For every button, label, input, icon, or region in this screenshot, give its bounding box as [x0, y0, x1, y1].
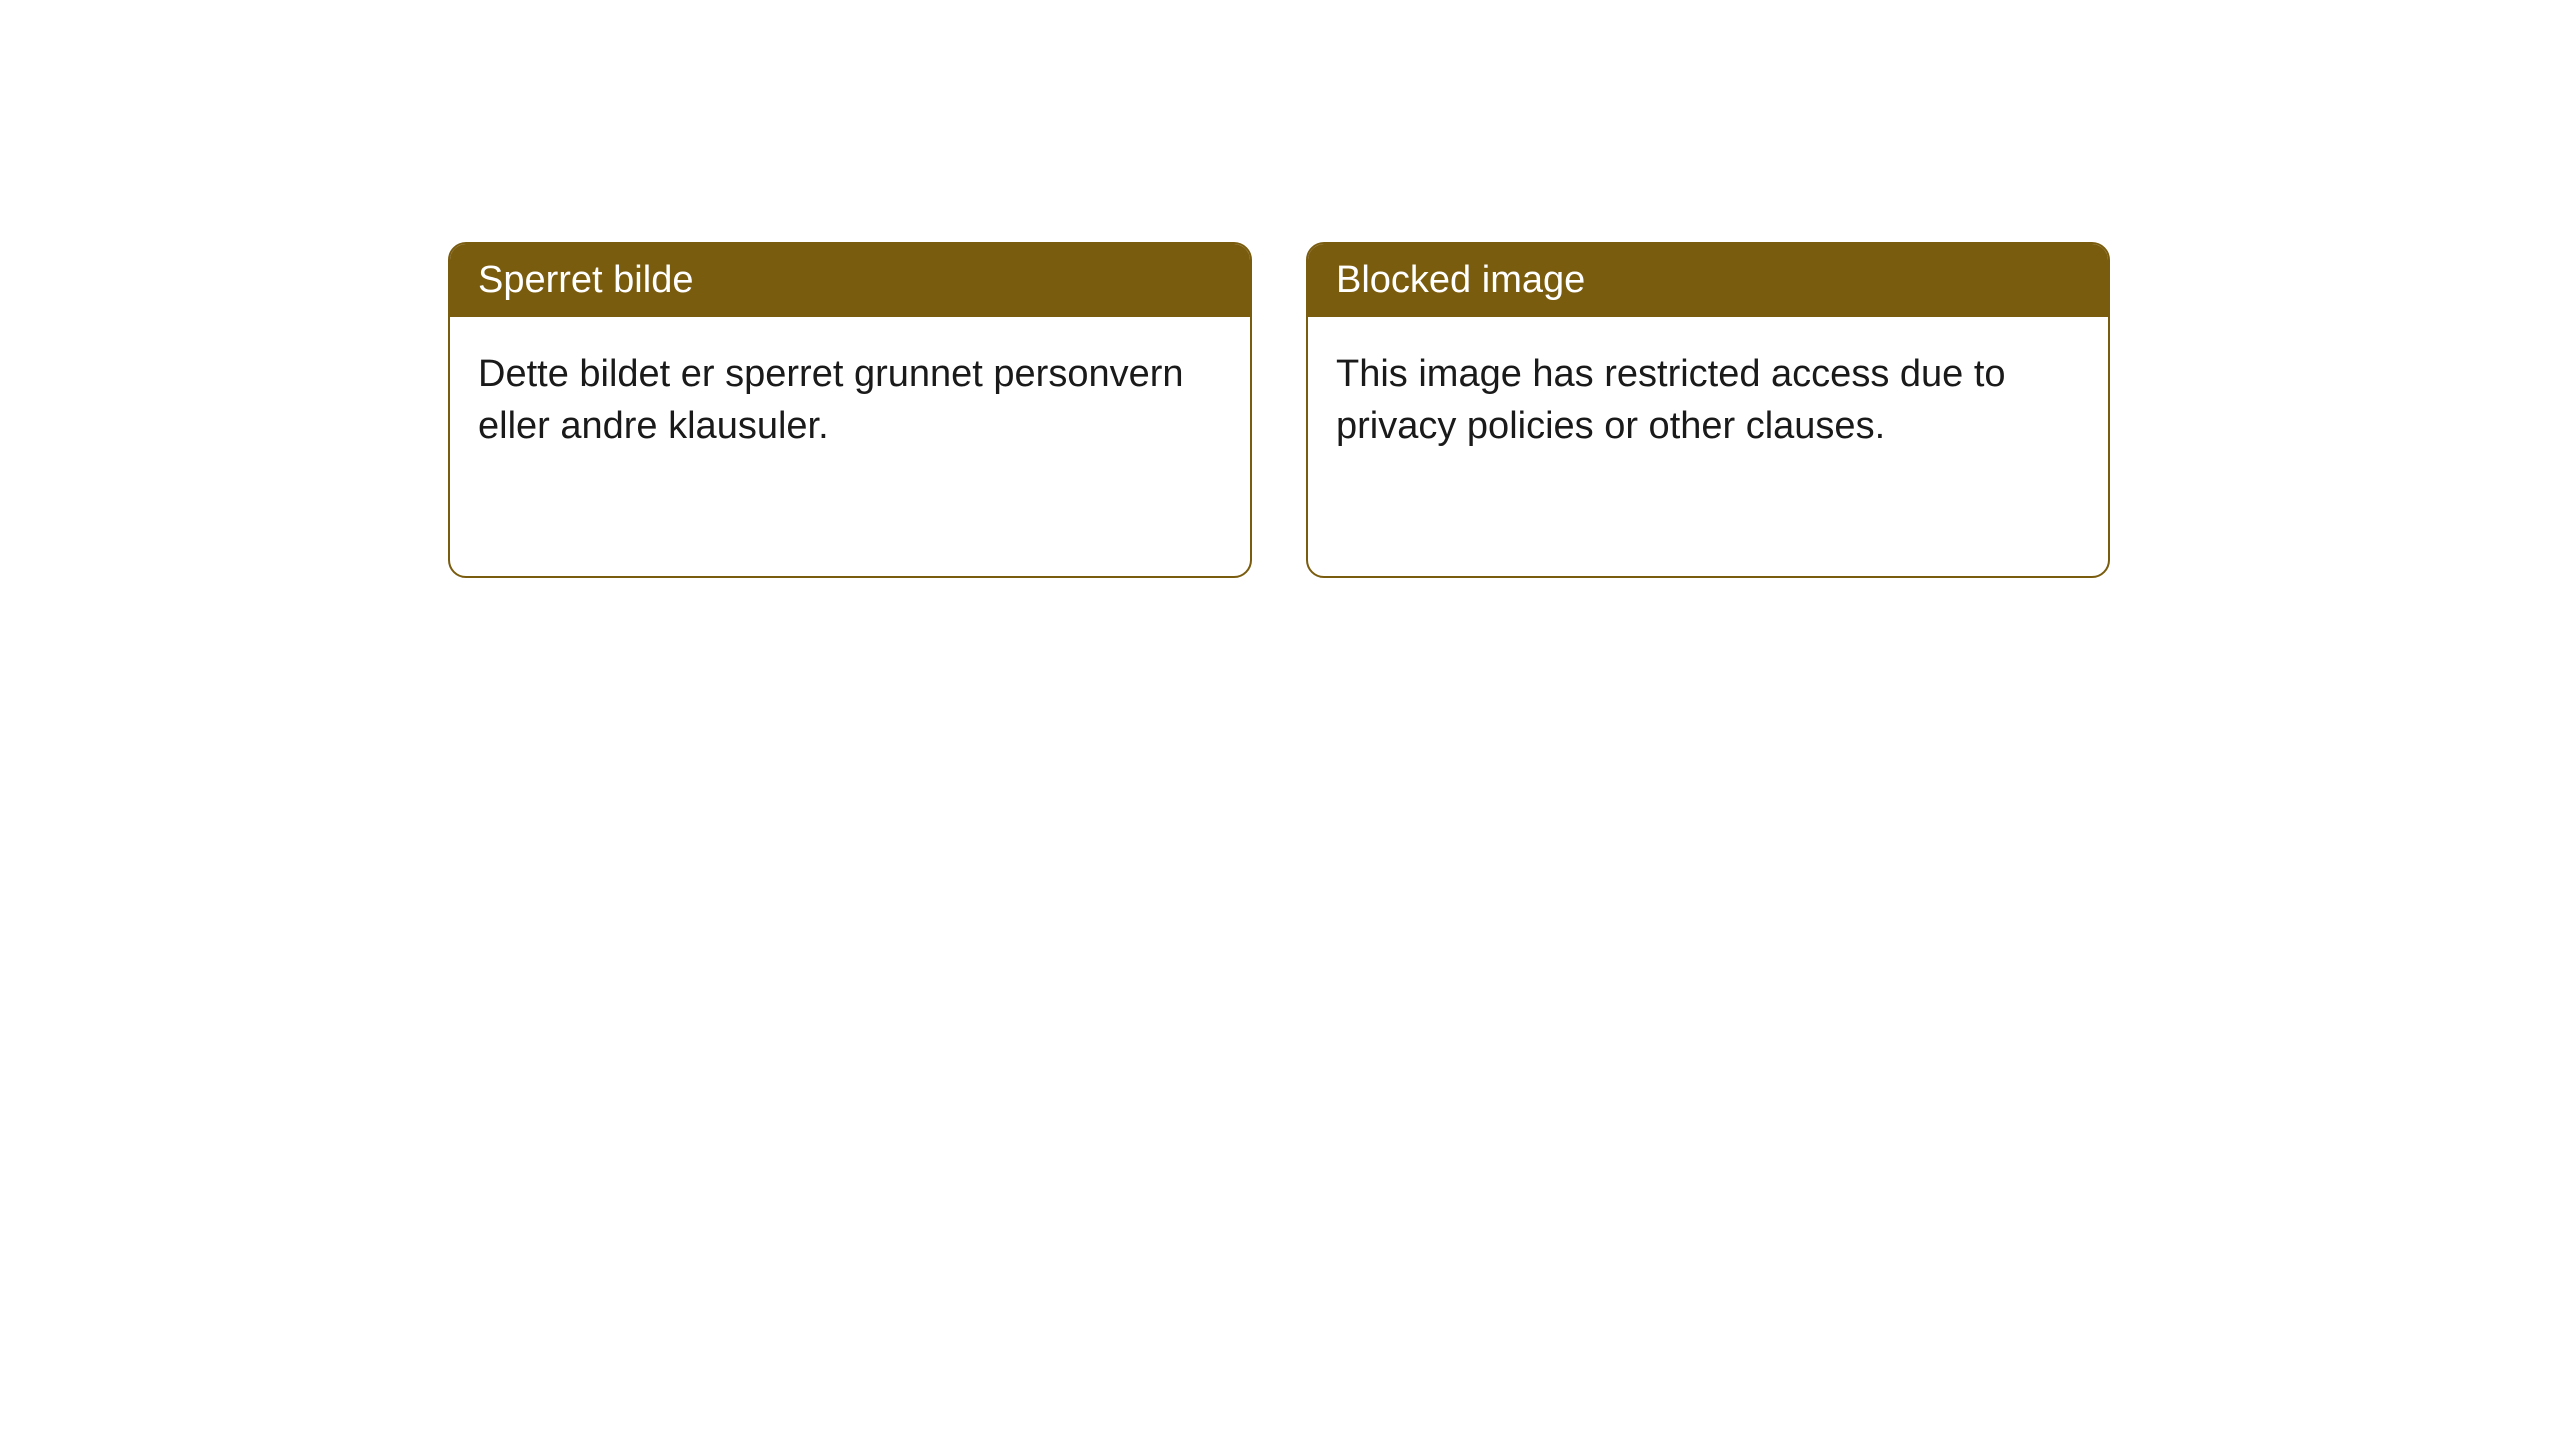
notice-container: Sperret bilde Dette bildet er sperret gr… [0, 0, 2560, 578]
card-message: This image has restricted access due to … [1336, 353, 2006, 446]
card-header: Blocked image [1308, 244, 2108, 317]
card-title: Blocked image [1336, 259, 1585, 301]
card-body: Dette bildet er sperret grunnet personve… [450, 317, 1250, 484]
card-title: Sperret bilde [478, 259, 693, 301]
card-message: Dette bildet er sperret grunnet personve… [478, 353, 1184, 446]
blocked-image-card-no: Sperret bilde Dette bildet er sperret gr… [448, 242, 1252, 578]
card-header: Sperret bilde [450, 244, 1250, 317]
blocked-image-card-en: Blocked image This image has restricted … [1306, 242, 2110, 578]
card-body: This image has restricted access due to … [1308, 317, 2108, 484]
